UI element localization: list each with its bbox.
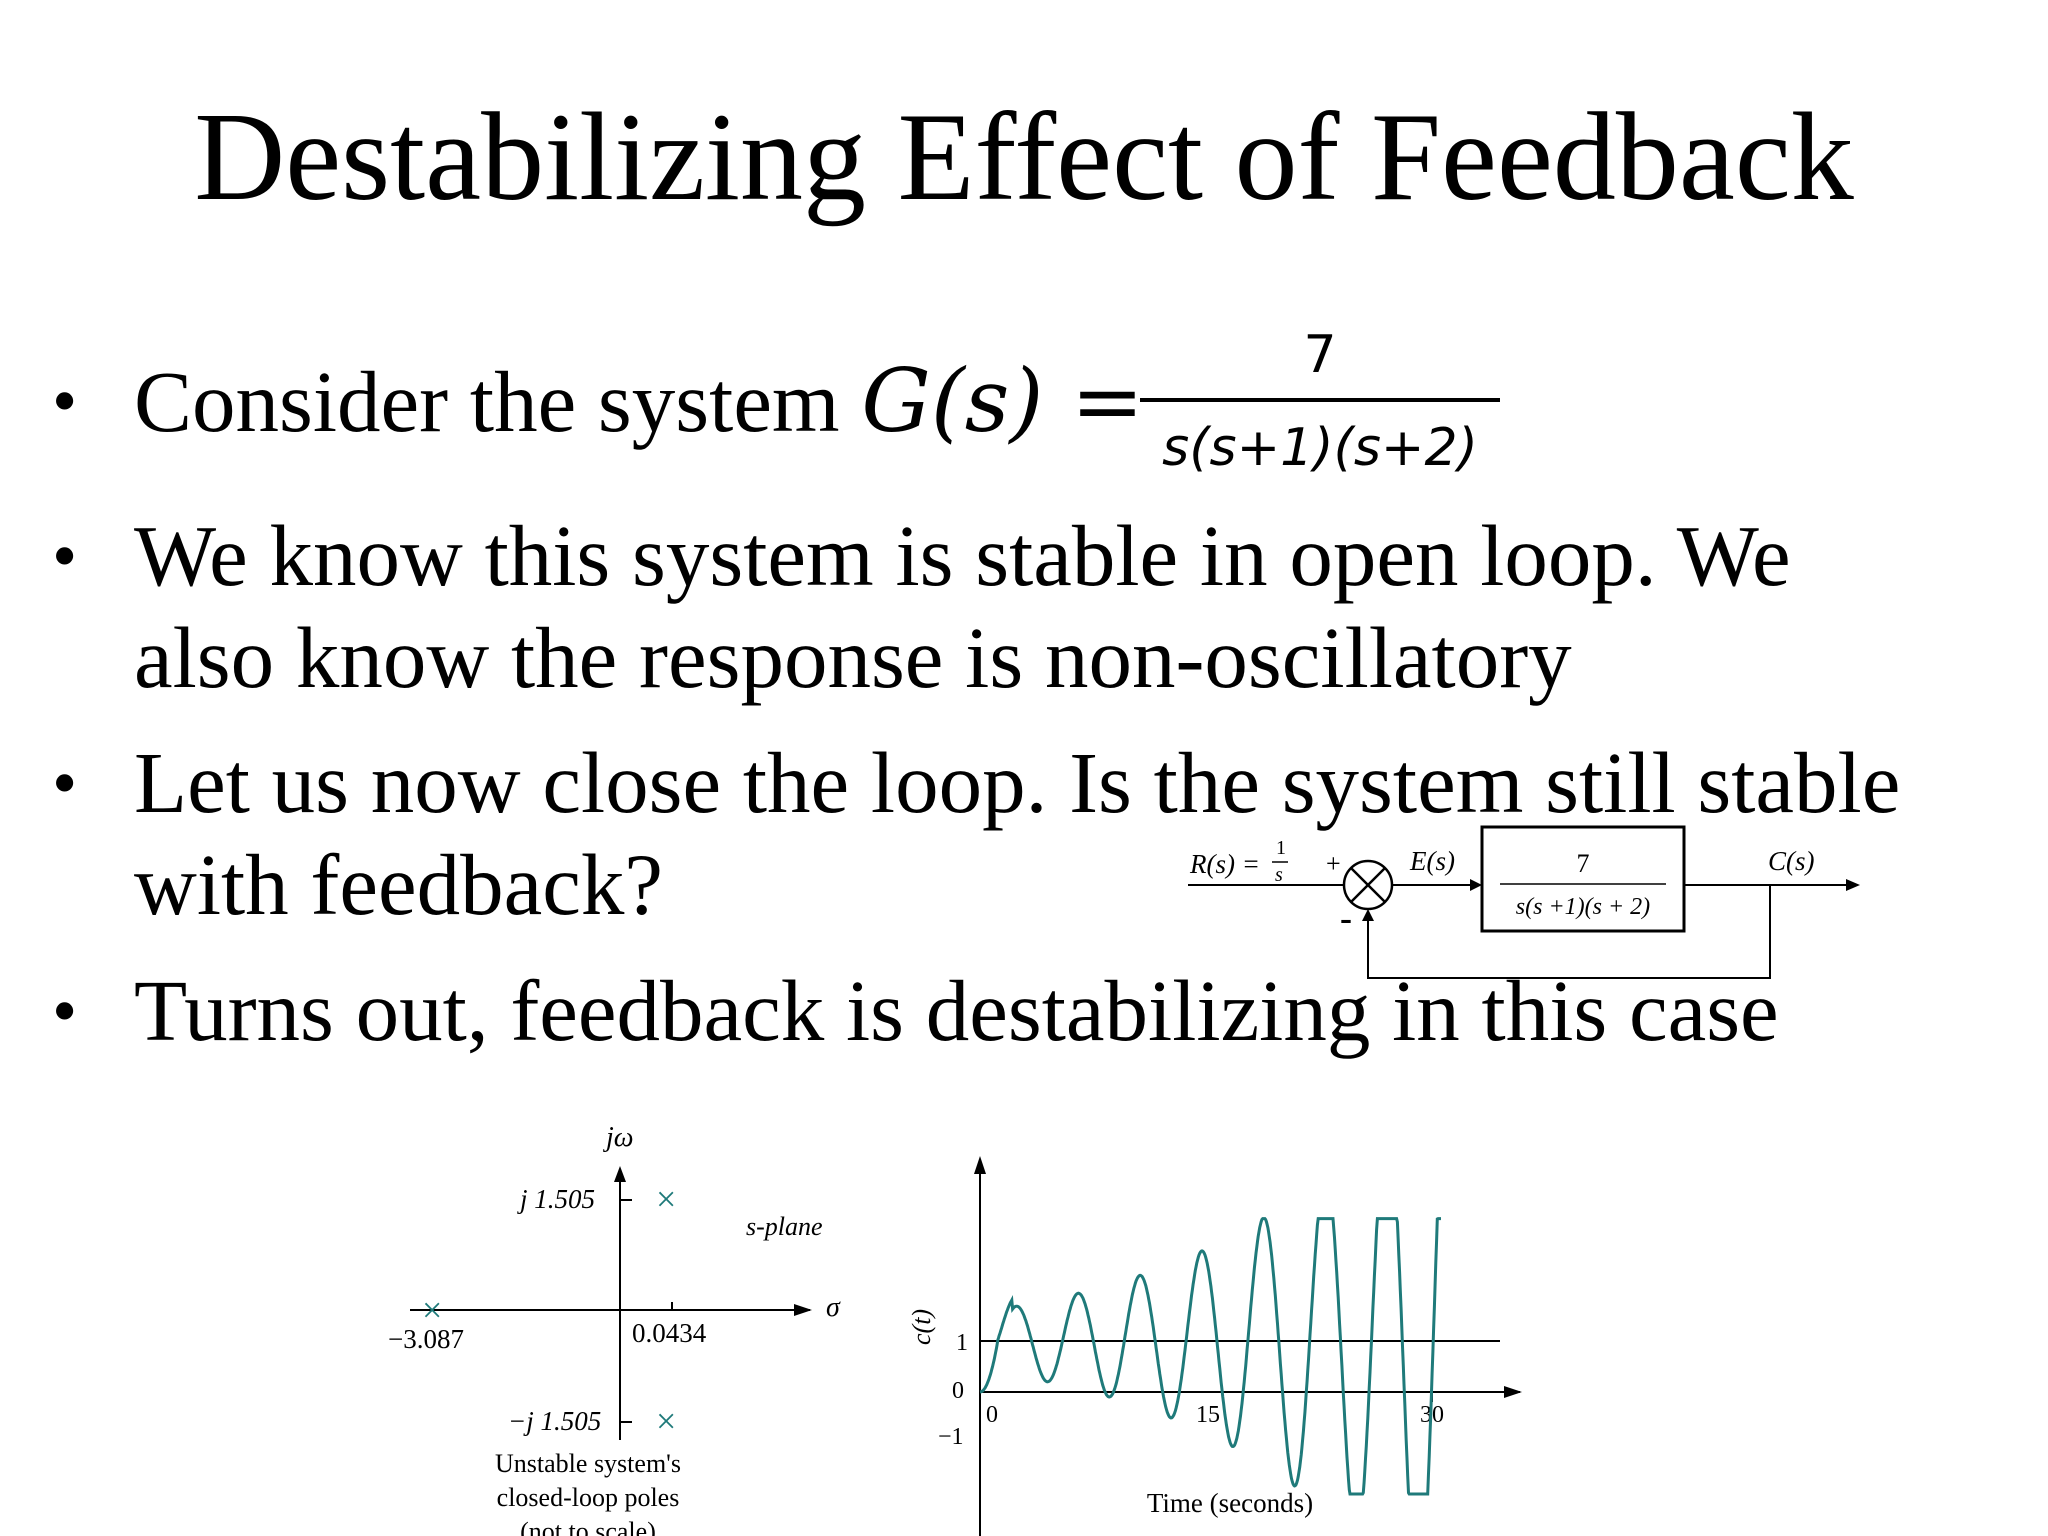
caption-line-3: (not to scale) <box>520 1517 656 1536</box>
imaginary-axis-arrow <box>614 1166 626 1182</box>
error-label: E(s) <box>1409 846 1455 876</box>
bullet-1: • Consider the system G(s) = <box>52 350 1144 453</box>
output-label: C(s) <box>1768 846 1815 876</box>
feedback-arrowhead <box>1362 909 1374 921</box>
pole-upper-label: j 1.505 <box>517 1184 595 1214</box>
bullet-3-line-2: with feedback? <box>134 836 663 933</box>
response-x-label: Time (seconds) <box>1147 1488 1313 1518</box>
output-arrowhead <box>1846 879 1860 891</box>
bullet-4: • Turns out, feedback is destabilizing i… <box>52 960 1779 1062</box>
plant-numerator: 7 <box>1577 849 1590 878</box>
transfer-function-numerator: 7 <box>1303 325 1337 385</box>
x-tick-15: 15 <box>1196 1402 1220 1428</box>
input-label: R(s) = <box>1189 849 1260 879</box>
bullet-2-line-1: We know this system is stable in open lo… <box>134 507 1791 604</box>
step-response-plot: c(t) 1 0 −1 0 15 30 Time (seconds) <box>907 1156 1522 1536</box>
response-curve <box>979 1217 1441 1496</box>
bullet-dot: • <box>52 361 78 441</box>
input-label-group: R(s) = <box>1189 849 1260 879</box>
response-y-label: c(t) <box>907 1309 936 1345</box>
bullet-2-line-2: also know the response is non-oscillator… <box>134 609 1572 706</box>
pole-marker: × <box>656 1401 676 1441</box>
slide-title: Destabilizing Effect of Feedback <box>194 88 1854 227</box>
minus-sign: - <box>1340 898 1352 938</box>
jw-axis-label: jω <box>603 1122 634 1153</box>
pole-lower-label: −j 1.505 <box>508 1406 601 1436</box>
bullet-dot: • <box>52 743 78 823</box>
caption-line-1: Unstable system's <box>495 1449 681 1478</box>
response-x-axis-arrow <box>1504 1386 1522 1398</box>
bullet-dot: • <box>52 971 78 1051</box>
y-tick-0: 0 <box>952 1378 964 1404</box>
bullet-3-line-1: Let us now close the loop. Is the system… <box>134 734 1901 831</box>
plant-denominator: s(s +1)(s + 2) <box>1516 894 1650 920</box>
pole-pair-real-label: 0.0434 <box>632 1318 707 1348</box>
bullet-1-text: Consider the system <box>134 353 862 450</box>
bullet-2: • We know this system is stable in open … <box>52 505 1791 709</box>
sigma-axis-label: σ <box>826 1292 841 1323</box>
real-axis-arrow <box>794 1304 812 1316</box>
bullet-dot: • <box>52 516 78 596</box>
transfer-function-denominator: s(s+1)(s+2) <box>1162 418 1478 478</box>
feedback-block-diagram: R(s) = 1 s + - E(s) 7 s(s +1)(s + 2) C(s… <box>1188 825 1860 979</box>
transfer-function-bar <box>1140 398 1500 402</box>
feedback-path <box>1367 885 1771 979</box>
input-fraction-den: s <box>1275 864 1283 886</box>
caption-line-2: closed-loop poles <box>497 1483 680 1512</box>
pole-marker: × <box>422 1290 442 1330</box>
y-tick-minus-1: −1 <box>938 1424 964 1450</box>
pole-zero-plot: jω σ s-plane j 1.505 −j 1.505 −3.087 0.0… <box>388 1122 841 1536</box>
plant-block <box>1480 825 1686 933</box>
pole-marker: × <box>656 1179 676 1219</box>
bullet-3: • Let us now close the loop. Is the syst… <box>52 732 1901 936</box>
s-plane-label: s-plane <box>746 1212 823 1241</box>
plus-sign: + <box>1326 849 1341 878</box>
transfer-function-lhs: G(s) = <box>861 350 1144 452</box>
x-tick-0: 0 <box>986 1402 998 1428</box>
y-tick-1: 1 <box>956 1330 968 1356</box>
error-arrowhead <box>1470 879 1482 891</box>
summing-junction <box>1342 859 1394 911</box>
pole-real-label: −3.087 <box>388 1324 464 1354</box>
response-y-axis-arrow <box>974 1156 986 1174</box>
input-fraction-num: 1 <box>1276 837 1286 859</box>
pole-markers: × × × <box>422 1179 676 1441</box>
